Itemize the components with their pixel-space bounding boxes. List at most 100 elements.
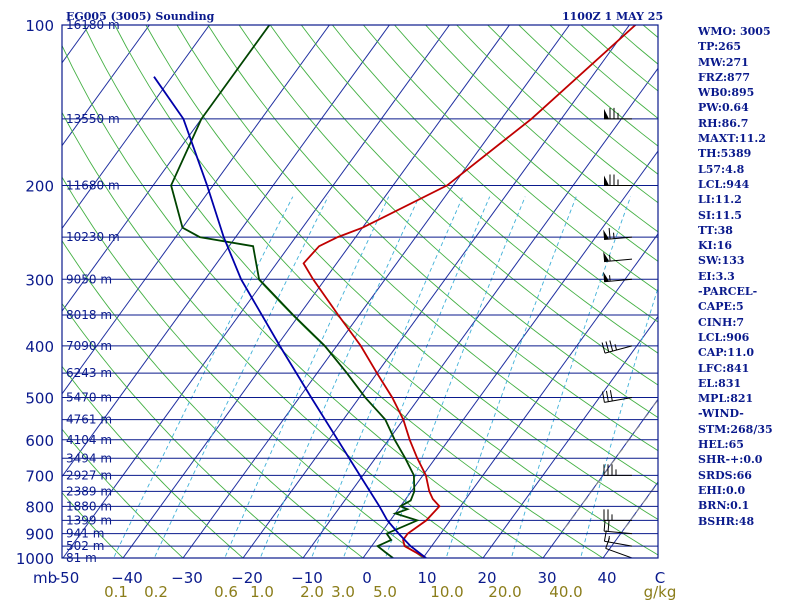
index-1: TP:265	[698, 40, 742, 54]
height-label: 1880 m	[66, 499, 112, 513]
dry-adiabat	[332, 25, 658, 323]
mixing-ratio-line	[510, 196, 632, 558]
wind-barb	[603, 271, 633, 283]
height-label: 2927 m	[66, 468, 112, 482]
valid-time: 1100Z 1 MAY 25	[562, 10, 664, 23]
temp-unit-label: C	[655, 569, 665, 587]
index-32: BSHR:48	[698, 514, 755, 528]
plot-frame	[61, 24, 659, 559]
mixing-ratio-label: 20.0	[488, 583, 521, 600]
isotherm-line	[62, 25, 390, 478]
mixing-ratio-unit-label: g/kg	[644, 583, 677, 600]
isotherm-line	[482, 315, 658, 558]
height-label: 16180 m	[66, 18, 120, 32]
index-30: EHI:0.0	[698, 483, 746, 497]
mixing-ratio-label: 1.0	[250, 583, 274, 600]
height-label: 4761 m	[66, 413, 112, 427]
index-27: HEL:65	[698, 438, 744, 452]
index-28: SHR-+:0.0	[698, 453, 763, 467]
dry-adiabat	[145, 25, 658, 520]
index-29: SRDS:66	[698, 468, 752, 482]
height-label: 2389 m	[66, 484, 112, 498]
temp-tick-label: -50	[55, 569, 80, 587]
index-16: EI:3.3	[698, 269, 735, 283]
wind-barb	[603, 251, 633, 263]
wind-barbs	[601, 107, 633, 558]
index-25: -WIND-	[698, 407, 744, 421]
mixing-ratio-label: 0.2	[144, 583, 168, 600]
mixing-ratio-label: 5.0	[373, 583, 397, 600]
height-label: 1399 m	[66, 513, 112, 527]
height-label: 5470 m	[66, 391, 112, 405]
isotherm-line	[62, 25, 210, 230]
pressure-label: 800	[25, 498, 54, 516]
index-31: BRN:0.1	[698, 499, 750, 513]
mixing-ratio-line	[580, 286, 658, 558]
temperature-trace	[302, 25, 637, 558]
pressure-label: 300	[25, 271, 54, 289]
mixing-ratio-label: 10.0	[430, 583, 463, 600]
pressure-label: 100	[25, 17, 54, 35]
index-22: LFC:841	[698, 361, 750, 375]
index-0: WMO: 3005	[698, 25, 771, 38]
mixing-ratio-line	[342, 196, 491, 558]
mixing-ratio-line	[224, 196, 390, 558]
index-7: MAXT:11.2	[698, 132, 766, 146]
wind-barb	[603, 464, 632, 476]
mixing-ratio-line	[259, 196, 420, 558]
dry-adiabat	[62, 176, 424, 558]
index-23: EL:831	[698, 376, 742, 390]
wind-barb	[603, 520, 633, 535]
isotherm-line	[122, 25, 510, 558]
height-label: 9050 m	[66, 272, 112, 286]
dry-adiabat	[62, 491, 124, 558]
dry-adiabat	[62, 302, 304, 558]
mixing-ratio-line	[384, 196, 526, 558]
temp-tick-label: 30	[537, 569, 556, 587]
temp-tick-label: −10	[291, 569, 323, 587]
mixing-ratio-line	[311, 196, 464, 558]
index-6: RH:86.7	[698, 116, 749, 130]
pressure-label: 900	[25, 526, 54, 544]
index-11: LI:11.2	[698, 193, 742, 207]
isotherm-line	[242, 25, 630, 558]
isotherm-line	[302, 67, 658, 558]
index-21: CAP:11.0	[698, 346, 755, 360]
mixing-ratio-line	[153, 196, 329, 558]
height-label: 81 m	[66, 551, 97, 565]
wind-barb	[604, 174, 632, 186]
dry-adiabat	[300, 25, 658, 354]
temp-tick-label: 10	[417, 569, 436, 587]
index-13: TT:38	[698, 223, 733, 237]
temp-tick-label: −30	[171, 569, 203, 587]
temp-tick-label: 0	[362, 569, 372, 587]
index-26: STM:268/35	[698, 422, 773, 436]
isotherm-line	[62, 25, 150, 147]
mixing-ratio-label: 0.6	[214, 583, 238, 600]
height-label: 7090 m	[66, 339, 112, 353]
dry-adiabat	[62, 111, 484, 558]
dry-adiabat	[62, 44, 544, 558]
plot-area	[62, 25, 658, 558]
wind-barb	[604, 107, 632, 120]
temp-tick-label: 20	[477, 569, 496, 587]
isotherm-line	[362, 150, 658, 558]
pressure-label: 500	[25, 390, 54, 408]
parcel-trace	[153, 76, 427, 558]
wind-barb	[603, 509, 632, 521]
mixing-ratio-label: 40.0	[549, 583, 582, 600]
pressure-unit-label: mb	[33, 569, 57, 587]
index-12: SI:11.5	[698, 208, 742, 222]
index-20: LCL:906	[698, 330, 750, 344]
index-14: KI:16	[698, 239, 733, 253]
index-17: -PARCEL-	[698, 285, 758, 299]
dry-adiabat	[363, 25, 658, 292]
dashed-marks	[564, 400, 658, 529]
wind-barb	[602, 390, 633, 403]
mixing-ratio-label: 3.0	[331, 583, 355, 600]
dry-adiabat	[269, 25, 658, 386]
height-label: 11680 m	[66, 178, 120, 192]
dry-adiabat	[62, 365, 244, 558]
height-label: 8018 m	[66, 308, 112, 322]
